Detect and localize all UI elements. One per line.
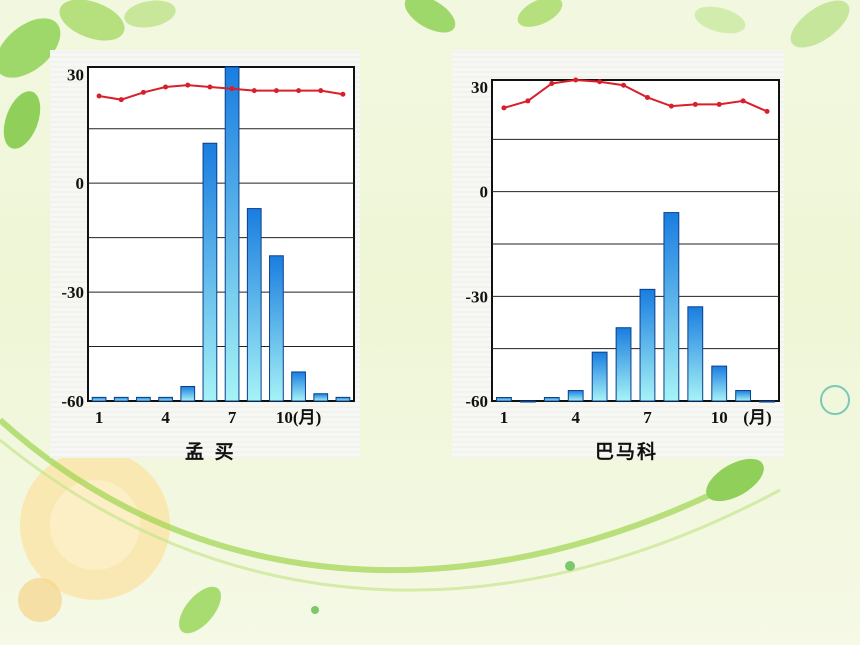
x-tick-label: 10(月) [276, 408, 321, 427]
precip-bar [735, 390, 752, 402]
precip-bar [591, 351, 608, 402]
temperature-point [251, 88, 257, 94]
y-tick-label: -60 [465, 392, 488, 411]
temperature-line [503, 78, 768, 113]
x-tick-label: 1 [500, 408, 509, 427]
precip-bar [291, 371, 306, 402]
precip-bar [313, 393, 329, 402]
temperature-point [207, 84, 213, 90]
precip-bar [158, 396, 173, 402]
y-tick-label: 0 [480, 183, 489, 202]
temperature-point [621, 82, 627, 88]
chart-caption: 巴马科 [595, 441, 659, 463]
temperature-point [229, 86, 235, 92]
temperature-point [644, 94, 650, 100]
precip-bar [639, 288, 656, 402]
temperature-point [118, 97, 124, 103]
precip-bar [711, 365, 728, 402]
x-tick-label: 1 [95, 408, 104, 427]
y-tick-label: -30 [465, 287, 488, 306]
plot-area [491, 79, 780, 402]
temperature-point [668, 103, 674, 109]
flower-bottom-left [18, 450, 170, 622]
y-tick-label: -60 [61, 392, 84, 411]
x-tick-label: 4 [161, 408, 170, 427]
precip-bar [335, 396, 351, 402]
precip-bar [224, 66, 240, 402]
x-tick-label: 7 [643, 408, 652, 427]
precip-bar [543, 397, 560, 402]
precip-bar [759, 400, 775, 403]
temperature-point [716, 101, 722, 107]
temperature-point [96, 93, 102, 99]
chart-caption: 孟 买 [185, 441, 236, 463]
precip-bar [136, 396, 151, 402]
chart-panel-mumbai: 30 0 -30 -60 1 4 7 10(月) 孟 买 [50, 50, 360, 463]
temperature-point [318, 88, 324, 94]
temperature-point [764, 108, 770, 114]
temperature-point [340, 91, 346, 97]
precip-bar [567, 390, 584, 402]
climate-chart-mumbai: 30 0 -30 -60 1 4 7 10(月) [61, 65, 355, 427]
precip-bar [663, 212, 680, 402]
precip-bar [687, 306, 704, 402]
precip-bar [113, 396, 129, 402]
precip-bar [180, 385, 196, 402]
temperature-point [296, 88, 302, 94]
chart-panel-bamako: 30 0 -30 -60 1 4 7 10 (月) 巴马科 [452, 50, 784, 463]
x-tick-label: 7 [228, 408, 237, 427]
temperature-point [692, 101, 698, 107]
temperature-point [140, 89, 146, 95]
y-tick-label: 30 [67, 65, 84, 84]
x-tick-label: 4 [571, 408, 580, 427]
temperature-point [163, 84, 169, 90]
precip-bar [496, 397, 512, 402]
precip-bar [91, 396, 107, 402]
x-tick-label: 10 [711, 408, 728, 427]
y-tick-label: -30 [61, 283, 84, 302]
temperature-line [98, 84, 344, 101]
temperature-point [273, 88, 279, 94]
temperature-point [740, 98, 746, 104]
precip-bar [246, 208, 262, 402]
precip-bar [519, 400, 536, 403]
plot-area [87, 66, 355, 402]
temperature-point [597, 79, 603, 85]
x-tick-label: (月) [743, 408, 771, 427]
y-tick-label: 30 [471, 78, 488, 97]
climate-chart-bamako: 30 0 -30 -60 1 4 7 10 (月) [465, 77, 780, 427]
precip-bar [269, 255, 284, 402]
temperature-point [185, 82, 191, 88]
temperature-point [549, 80, 555, 86]
leaf-cluster-top-right [404, 0, 850, 48]
temperature-point [501, 105, 507, 111]
y-tick-label: 0 [76, 174, 85, 193]
temperature-point [525, 98, 531, 104]
precip-bar [202, 142, 218, 402]
precip-bar [615, 327, 632, 402]
temperature-point [573, 77, 579, 83]
